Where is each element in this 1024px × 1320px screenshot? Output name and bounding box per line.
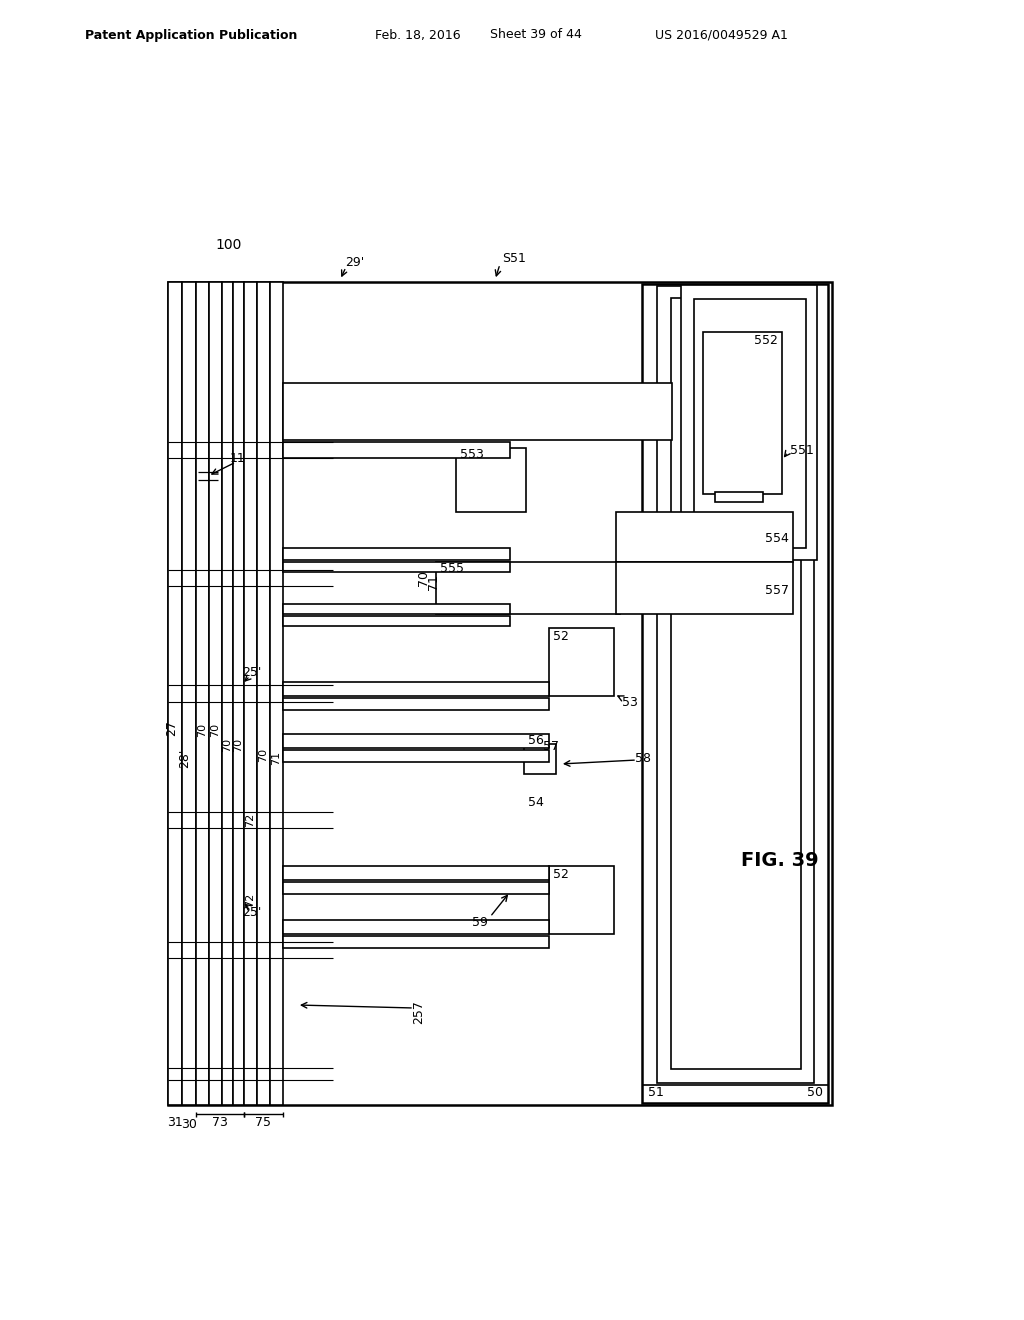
Text: 70: 70	[222, 738, 232, 752]
Bar	[283, 920, 549, 935]
Text: 28': 28'	[178, 748, 191, 768]
Bar	[616, 512, 793, 562]
Text: 59: 59	[472, 916, 488, 928]
Text: 557: 557	[765, 583, 790, 597]
Bar	[642, 284, 828, 1104]
Bar	[283, 698, 549, 710]
Bar	[233, 282, 244, 1105]
Bar	[703, 333, 782, 494]
Bar	[715, 492, 763, 502]
Bar	[168, 282, 182, 1105]
Bar	[283, 682, 549, 696]
Bar	[283, 866, 549, 880]
Bar	[283, 750, 549, 762]
Text: 53: 53	[622, 696, 638, 709]
Text: 552: 552	[754, 334, 778, 346]
Text: 70: 70	[233, 738, 243, 752]
Bar	[283, 442, 510, 458]
Text: 52: 52	[553, 867, 569, 880]
Text: Patent Application Publication: Patent Application Publication	[85, 29, 297, 41]
Text: 71: 71	[427, 574, 440, 590]
Text: 75: 75	[256, 1115, 271, 1129]
Text: 57: 57	[543, 739, 559, 752]
Bar	[549, 866, 614, 935]
Bar	[524, 744, 556, 774]
Text: 27: 27	[166, 721, 178, 737]
Text: 25': 25'	[243, 665, 262, 678]
Text: 70: 70	[418, 570, 430, 586]
Bar	[270, 282, 283, 1105]
Bar	[283, 882, 549, 894]
Text: 72: 72	[245, 813, 255, 828]
Bar	[456, 447, 526, 512]
Bar	[283, 734, 549, 748]
Text: 551: 551	[790, 444, 814, 457]
Text: 25': 25'	[243, 906, 262, 919]
Text: 554: 554	[765, 532, 790, 544]
Bar	[549, 628, 614, 696]
Text: 58: 58	[635, 751, 651, 764]
Bar	[671, 298, 801, 1069]
Bar	[168, 282, 831, 1105]
Bar	[222, 282, 233, 1105]
Text: 52: 52	[553, 630, 569, 643]
Bar	[283, 548, 510, 560]
Bar	[616, 562, 793, 614]
Text: 70: 70	[197, 723, 207, 737]
Bar	[283, 383, 672, 440]
Text: 50: 50	[807, 1086, 823, 1100]
Text: US 2016/0049529 A1: US 2016/0049529 A1	[655, 29, 787, 41]
Text: 71: 71	[271, 751, 281, 766]
Text: 555: 555	[440, 561, 464, 574]
Bar	[283, 616, 510, 626]
Bar	[681, 285, 817, 560]
Bar	[209, 282, 222, 1105]
Bar	[283, 605, 510, 614]
Text: Feb. 18, 2016: Feb. 18, 2016	[375, 29, 461, 41]
Text: 100: 100	[215, 238, 242, 252]
Bar	[196, 282, 209, 1105]
Bar	[694, 300, 806, 548]
Bar	[283, 936, 549, 948]
Text: 54: 54	[528, 796, 544, 808]
Text: 31: 31	[167, 1115, 183, 1129]
Text: 29': 29'	[345, 256, 365, 268]
Text: 70: 70	[258, 748, 268, 762]
Text: 257: 257	[412, 1001, 425, 1024]
Bar	[283, 562, 510, 572]
Bar	[436, 562, 620, 614]
Bar	[182, 282, 196, 1105]
Text: 72: 72	[245, 892, 255, 907]
Text: S51: S51	[502, 252, 526, 264]
Text: 70: 70	[210, 723, 220, 737]
Text: FIG. 39: FIG. 39	[741, 850, 819, 870]
Bar	[257, 282, 270, 1105]
Text: 73: 73	[212, 1115, 228, 1129]
Text: Sheet 39 of 44: Sheet 39 of 44	[490, 29, 582, 41]
Bar	[244, 282, 257, 1105]
Text: 11: 11	[230, 451, 246, 465]
Text: 51: 51	[648, 1086, 664, 1100]
Text: 30: 30	[181, 1118, 197, 1130]
Text: 553: 553	[460, 447, 484, 461]
Text: 56: 56	[528, 734, 544, 747]
Bar	[657, 286, 814, 1082]
